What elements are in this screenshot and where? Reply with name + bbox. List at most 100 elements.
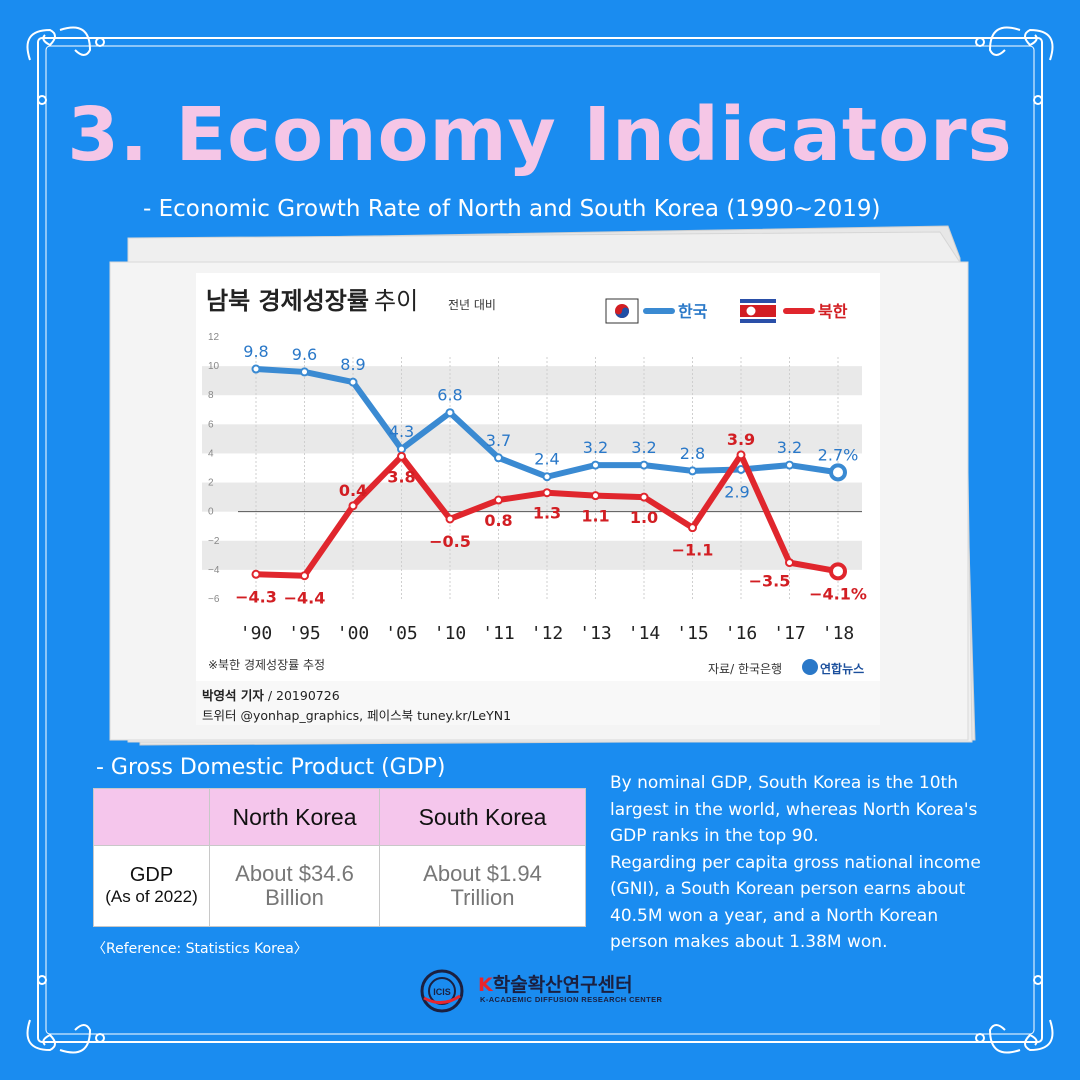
north-point (300, 571, 309, 581)
gdp-row-label: GDP (As of 2022) (93, 845, 210, 927)
chart-title-suffix: 추이 (374, 287, 418, 315)
north-point (829, 562, 847, 581)
logo-korean-name: 학술확산연구센터 (492, 974, 633, 996)
north-point (348, 501, 358, 511)
gdp-south-line2: Trillion (450, 885, 515, 910)
north-data-label: 1.3 (533, 504, 561, 523)
gdp-table: North Korea South Korea GDP (As of 2022)… (93, 788, 586, 927)
south-data-label: 3.2 (631, 438, 656, 457)
north-point (251, 569, 261, 579)
logo-k-letter: K (478, 974, 493, 996)
credit-date: / 20190726 (263, 688, 340, 703)
north-data-label: 1.1 (581, 507, 609, 526)
north-data-label: −0.5 (429, 532, 471, 551)
chart-title: 남북 경제성장률 (206, 287, 369, 315)
y-tick-label: 8 (208, 390, 214, 401)
x-tick-label: '10 (434, 623, 467, 644)
credit-social: 트위터 @yonhap_graphics, 페이스북 tuney.kr/LeYN… (202, 708, 512, 723)
south-point (348, 377, 358, 387)
north-data-label: 0.4 (339, 481, 367, 500)
chart-subtitle: 전년 대비 (448, 298, 496, 312)
south-point (445, 408, 455, 418)
south-data-label: 6.8 (437, 386, 462, 405)
y-tick-label: 2 (208, 478, 214, 489)
south-data-label: 2.8 (680, 444, 705, 463)
y-tick-label: −6 (208, 594, 220, 605)
south-point (494, 453, 503, 463)
north-point (397, 451, 406, 461)
grid-band (202, 424, 862, 454)
description-para-1: By nominal GDP, South Korea is the 10th … (610, 773, 978, 846)
south-point (591, 460, 600, 470)
south-point (542, 472, 552, 482)
gdp-north-line1: About $34.6 (235, 861, 354, 886)
north-data-label: −4.3 (235, 587, 277, 606)
credit-strip (196, 681, 880, 725)
south-data-label: 2.4 (534, 450, 559, 469)
legend-south-label: 한국 (678, 302, 708, 321)
gdp-row-subtitle: (As of 2022) (105, 887, 198, 906)
gdp-south-value: About $1.94 Trillion (379, 845, 586, 927)
y-tick-label: 0 (208, 507, 214, 518)
gdp-row-title: GDP (129, 864, 174, 886)
south-data-label: 2.7% (818, 445, 859, 464)
x-tick-label: '12 (531, 623, 564, 644)
chart-publisher: 연합뉴스 (820, 661, 864, 676)
y-tick-label: 12 (208, 332, 220, 343)
south-data-label: 4.3 (389, 422, 414, 441)
x-tick-label: '11 (482, 623, 515, 644)
north-point (639, 492, 649, 502)
south-data-label: 9.6 (292, 345, 317, 364)
yonhap-logo-icon (802, 659, 818, 675)
south-data-label: 3.2 (583, 438, 608, 457)
description-para-2: Regarding per capita gross national inco… (610, 852, 981, 953)
south-data-label: 2.9 (724, 482, 749, 501)
x-tick-label: '05 (385, 623, 418, 644)
chart-caption: - Economic Growth Rate of North and Sout… (143, 196, 881, 222)
north-data-label: −1.1 (672, 541, 714, 560)
north-data-label: −3.5 (749, 572, 791, 591)
x-tick-label: '00 (337, 623, 370, 644)
north-point (785, 558, 794, 568)
y-tick-label: 4 (208, 448, 214, 459)
gdp-north-value: About $34.6 Billion (209, 845, 380, 927)
north-point (688, 523, 697, 533)
x-tick-label: '95 (288, 623, 321, 644)
description-text: By nominal GDP, South Korea is the 10th … (610, 770, 1000, 956)
north-data-label: 3.9 (727, 430, 755, 449)
x-tick-label: '14 (628, 623, 661, 644)
x-tick-label: '15 (676, 623, 709, 644)
legend-south-korea: 한국 (605, 298, 708, 324)
logo-subtitle: K-ACADEMIC DIFFUSION RESEARCH CENTER (480, 995, 663, 1004)
icis-globe-icon: ICIS (420, 969, 464, 1013)
center-logo: ICIS K학술확산연구센터 K-ACADEMIC DIFFUSION RESE… (418, 968, 678, 1014)
north-data-label: −4.4 (284, 589, 326, 608)
north-point (494, 495, 503, 505)
gdp-south-line1: About $1.94 (423, 861, 542, 886)
gdp-data-row: GDP (As of 2022) About $34.6 Billion Abo… (93, 845, 586, 927)
credit-line: 박영석 기자 / 20190726 (202, 685, 340, 704)
grid-band (202, 540, 862, 570)
page-title: 3. Economy Indicators (67, 92, 1013, 178)
credit-name: 박영석 기자 (202, 688, 264, 703)
gdp-header-north: North Korea (209, 788, 380, 846)
north-data-label: 0.8 (484, 511, 512, 530)
north-point (445, 514, 455, 524)
gdp-north-line2: Billion (265, 885, 324, 910)
chart-card: 12 10 8 6 4 2 0 −2 −4 −6 '90 '95 '00 '05 '10 '11 '12 '13 '… (196, 273, 880, 725)
x-tick-label: '13 (579, 623, 612, 644)
y-tick-label: 6 (208, 419, 214, 430)
reference-note: 〈Reference: Statistics Korea〉 (92, 941, 308, 957)
gdp-header-south: South Korea (379, 788, 586, 846)
south-point (785, 460, 794, 470)
line-chart: 12 10 8 6 4 2 0 −2 −4 −6 '90 '95 '00 '05 '10 '11 '12 '13 '… (202, 287, 867, 676)
chart-source: 자료/ 한국은행 (708, 661, 782, 676)
south-point (829, 463, 847, 482)
legend-north-korea: 북한 (740, 299, 848, 323)
south-data-label: 8.9 (340, 355, 365, 374)
south-data-label: 3.2 (777, 438, 802, 457)
y-tick-label: −4 (208, 565, 220, 576)
south-point (251, 364, 261, 374)
north-data-label: −4.1% (809, 584, 867, 603)
legend-north-label: 북한 (818, 302, 848, 321)
